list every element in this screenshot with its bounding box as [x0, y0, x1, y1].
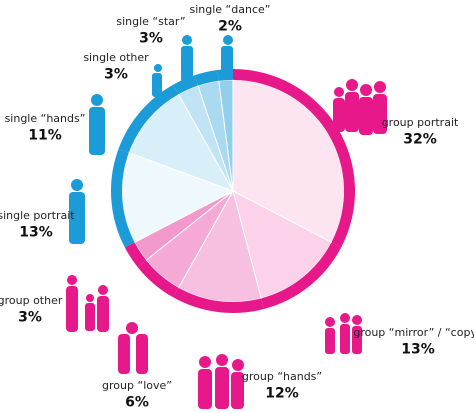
slice-name: group “hands”	[242, 370, 322, 383]
pie-slice	[232, 190, 333, 299]
slice-name: single other	[83, 51, 149, 64]
group-other-figures	[66, 275, 109, 332]
ring-segment	[173, 287, 264, 313]
group-love-figures	[118, 322, 148, 374]
slice-percent: 2%	[218, 19, 242, 35]
ring-segment	[124, 242, 147, 268]
slice-percent: 12%	[265, 386, 299, 402]
group-portrait-figures	[333, 79, 387, 135]
silhouettes	[66, 35, 387, 409]
slice-name: single “star”	[116, 15, 185, 28]
slice-name: group “love”	[102, 379, 172, 392]
pie-slice	[121, 152, 235, 244]
slice-percent: 13%	[401, 342, 435, 358]
slice-name: single portrait	[0, 209, 75, 222]
ring-segment	[110, 148, 135, 248]
slice-name: single “dance”	[190, 3, 271, 16]
ring-segment	[173, 75, 199, 95]
slice-percent: 11%	[28, 128, 62, 144]
slice-percent: 6%	[125, 395, 149, 411]
ring-segment	[261, 242, 342, 310]
pie-slice	[128, 93, 235, 192]
slice-name: single “hands”	[5, 112, 86, 125]
ring-segment	[194, 70, 219, 86]
group-hands-figures	[198, 354, 244, 409]
slice-name: group “mirror” / “copy”	[353, 326, 474, 339]
ring-segment	[217, 69, 233, 81]
ring-segment	[137, 260, 179, 298]
ring-segment	[233, 69, 356, 248]
slice-percent: 3%	[139, 31, 163, 47]
group-mirror-figures	[325, 313, 362, 354]
slice-percent: 3%	[18, 310, 42, 326]
ring-segment	[118, 84, 179, 153]
slice-percent: 3%	[104, 67, 128, 83]
slice-name: group portrait	[382, 116, 459, 129]
slice-percent: 13%	[19, 225, 53, 241]
slice-name: group other	[0, 294, 63, 307]
slice-percent: 32%	[403, 132, 437, 148]
